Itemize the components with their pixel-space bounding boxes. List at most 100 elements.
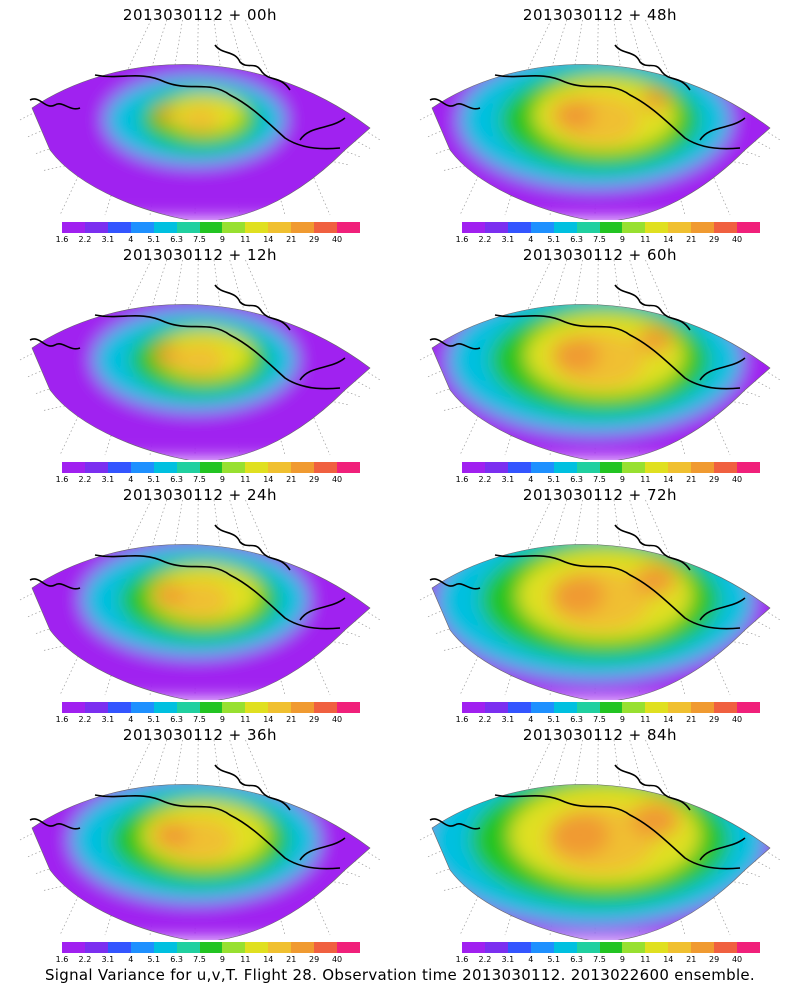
colorbar-label: 21 — [686, 955, 697, 964]
coastline — [29, 524, 346, 630]
colorbar-label: 1.6 — [455, 235, 469, 244]
colorbar-label: 7.5 — [593, 955, 606, 964]
variance-map — [419, 499, 781, 700]
colorbar-swatch — [153, 222, 177, 233]
colorbar-labels: 1.6 2.2 3.1 4 5.1 6.3 7.5 9 11 14 21 29 40 — [56, 715, 360, 725]
colorbar-label: 7.5 — [593, 235, 606, 244]
colorbar-label: 21 — [286, 475, 297, 484]
colorbar-swatch — [130, 942, 154, 953]
colorbar-label: 3.1 — [501, 955, 515, 964]
colorbar-swatch — [153, 462, 177, 473]
colorbar-label: 9 — [219, 955, 225, 964]
colorbar-labels: 1.6 2.2 3.1 4 5.1 6.3 7.5 9 11 14 21 29 40 — [456, 475, 760, 485]
colorbar-swatch — [268, 462, 292, 473]
colorbar-swatch — [268, 702, 292, 713]
colorbar-swatch — [199, 222, 223, 233]
colorbar-swatch — [130, 222, 154, 233]
colorbar-swatch — [176, 942, 200, 953]
colorbar-label: 5.1 — [547, 955, 561, 964]
colorbar-label: 29 — [709, 475, 720, 484]
colorbar-swatch — [599, 222, 623, 233]
colorbar-swatch — [107, 942, 131, 953]
colorbar-label: 2.2 — [78, 715, 92, 724]
colorbar-label: 11 — [240, 955, 251, 964]
colorbar-swatch — [153, 702, 177, 713]
colorbar-label: 6.3 — [170, 955, 183, 964]
colorbar-swatch — [484, 702, 508, 713]
colorbar-swatch — [622, 702, 646, 713]
colorbar-label: 21 — [686, 235, 697, 244]
colorbar-swatch — [268, 942, 292, 953]
colorbar-swatch — [199, 942, 223, 953]
colorbar-swatch — [484, 222, 508, 233]
colorbar-swatch — [222, 222, 246, 233]
colorbar-label: 5.1 — [547, 475, 561, 484]
colorbar-label: 3.1 — [101, 235, 115, 244]
colorbar-swatch — [337, 942, 360, 953]
colorbar-swatch — [462, 942, 485, 953]
colorbar-swatch — [199, 702, 223, 713]
colorbar-swatch — [337, 462, 360, 473]
colorbar-label: 21 — [286, 955, 297, 964]
colorbar-swatch — [714, 702, 738, 713]
colorbar-label: 11 — [240, 235, 251, 244]
colorbar-swatch — [507, 702, 531, 713]
colorbar-swatch — [530, 702, 554, 713]
colorbar-swatch — [222, 462, 246, 473]
colorbar — [462, 222, 760, 233]
colorbar-label: 4 — [528, 715, 534, 724]
colorbar-label: 1.6 — [55, 715, 69, 724]
colorbar-label: 5.1 — [147, 955, 161, 964]
colorbar-label: 7.5 — [193, 715, 206, 724]
colorbar-labels: 1.6 2.2 3.1 4 5.1 6.3 7.5 9 11 14 21 29 40 — [456, 955, 760, 965]
colorbar-swatch — [291, 702, 315, 713]
colorbar-label: 4 — [528, 955, 534, 964]
colorbar-swatch — [645, 942, 669, 953]
colorbar-swatch — [737, 942, 760, 953]
colorbar-swatch — [62, 222, 85, 233]
colorbar-label: 9 — [619, 955, 625, 964]
colorbar-label: 1.6 — [455, 475, 469, 484]
colorbar-swatch — [245, 942, 269, 953]
colorbar-label: 9 — [219, 715, 225, 724]
colorbar-label: 5.1 — [547, 715, 561, 724]
colorbar-swatch — [576, 222, 600, 233]
panel-title: 2013030112 + 48h — [522, 6, 678, 24]
coastline — [429, 524, 746, 630]
colorbar-swatch — [153, 942, 177, 953]
colorbar-swatch — [314, 222, 338, 233]
colorbar-label: 3.1 — [501, 235, 515, 244]
colorbar-swatch — [668, 702, 692, 713]
colorbar-label: 6.3 — [170, 715, 183, 724]
map-panel: 2013030112 + 12h 1.6 2.2 3.1 4 5.1 6.3 7.5 9 11 14… — [0, 240, 400, 485]
colorbar-label: 1.6 — [55, 235, 69, 244]
colorbar-swatch — [553, 702, 577, 713]
colorbar-labels: 1.6 2.2 3.1 4 5.1 6.3 7.5 9 11 14 21 29 40 — [56, 235, 360, 245]
colorbar-label: 2.2 — [78, 235, 92, 244]
panel-title: 2013030112 + 24h — [122, 486, 278, 504]
colorbar-swatch — [507, 942, 531, 953]
colorbar-swatch — [107, 462, 131, 473]
colorbar-swatch — [176, 462, 200, 473]
colorbar-swatch — [199, 462, 223, 473]
colorbar-label: 21 — [686, 475, 697, 484]
colorbar-swatch — [622, 942, 646, 953]
colorbar-label: 3.1 — [501, 715, 515, 724]
colorbar-label: 14 — [263, 715, 274, 724]
colorbar-label: 9 — [619, 715, 625, 724]
panel-title: 2013030112 + 00h — [122, 6, 278, 24]
colorbar-label: 40 — [731, 715, 743, 724]
colorbar-swatch — [599, 462, 623, 473]
colorbar-label: 2.2 — [478, 715, 492, 724]
variance-field — [32, 784, 370, 940]
colorbar-label: 14 — [263, 235, 274, 244]
colorbar-swatch — [62, 702, 85, 713]
colorbar — [462, 462, 760, 473]
colorbar-swatch — [553, 462, 577, 473]
variance-map — [419, 19, 781, 220]
colorbar-label: 9 — [219, 235, 225, 244]
colorbar-swatch — [599, 942, 623, 953]
colorbar-label: 29 — [309, 715, 320, 724]
colorbar-swatch — [691, 222, 715, 233]
variance-field — [432, 304, 770, 460]
